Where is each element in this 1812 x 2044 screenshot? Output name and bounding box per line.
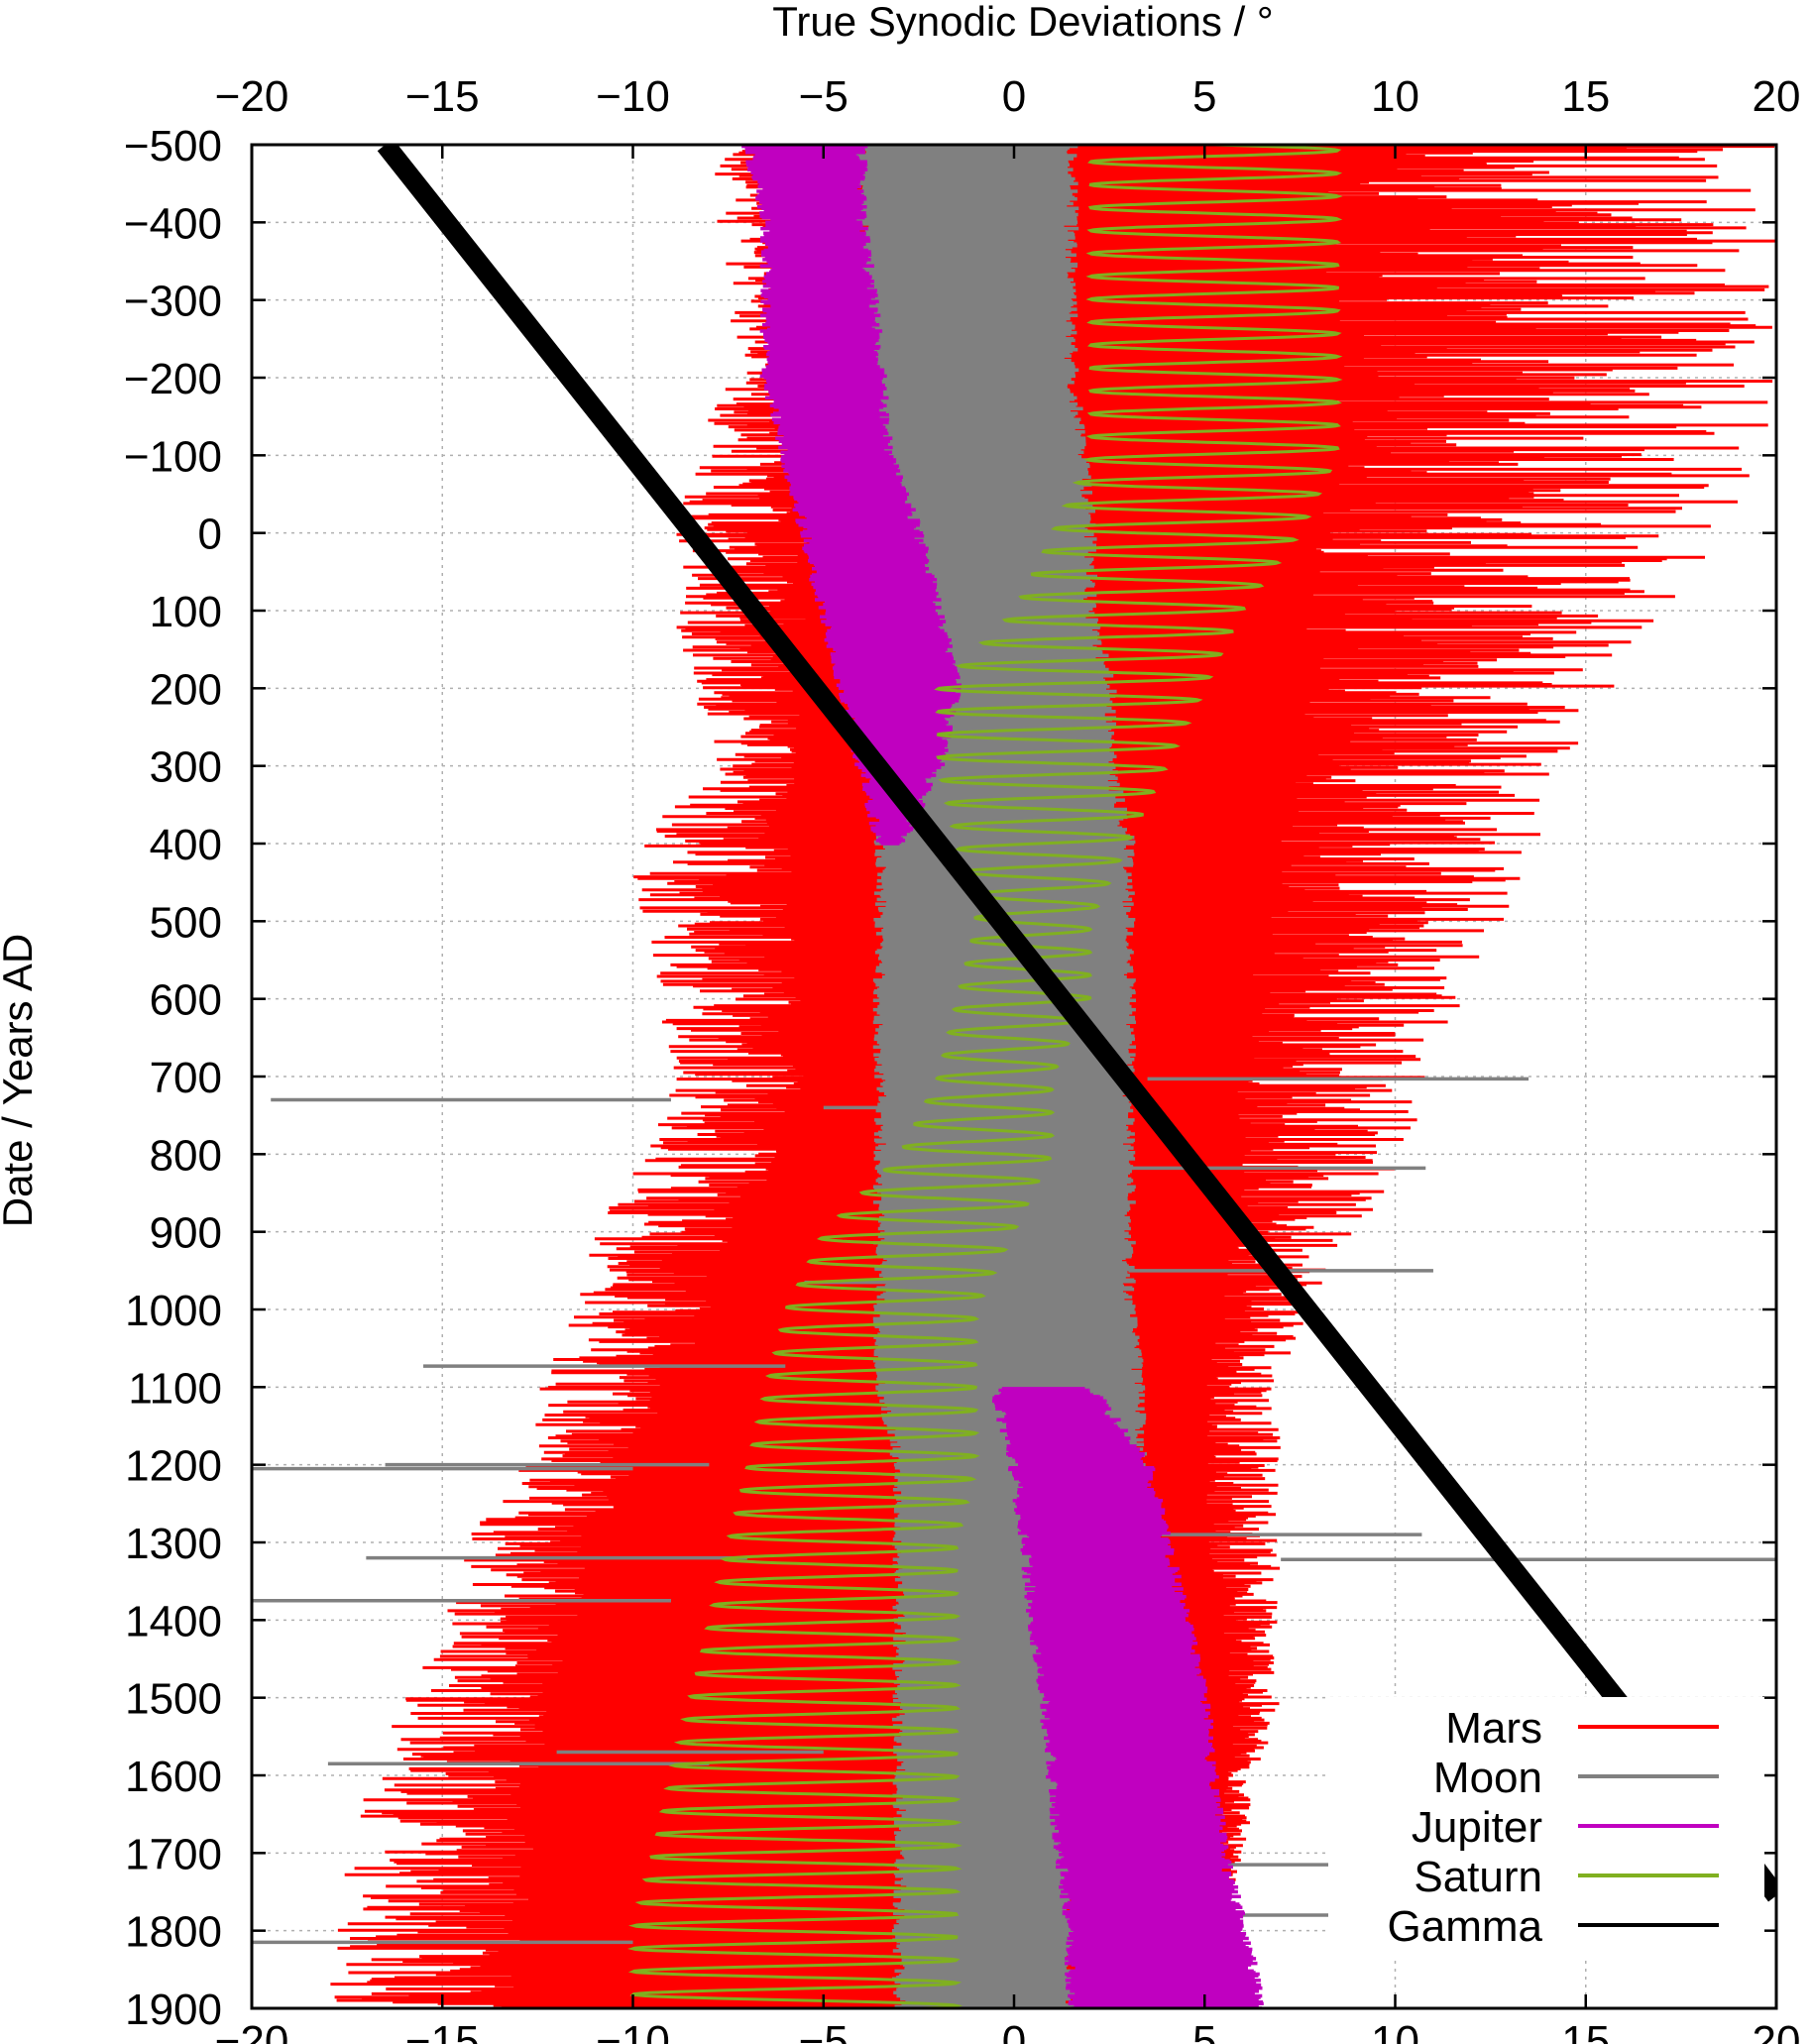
x-tick-label-top: 10 — [1371, 72, 1419, 121]
legend-label-moon: Moon — [1433, 1754, 1542, 1802]
legend-label-mars: Mars — [1445, 1704, 1542, 1753]
y-tick-label: 700 — [150, 1054, 222, 1102]
y-tick-label: 900 — [150, 1209, 222, 1258]
y-tick-label: 500 — [150, 898, 222, 947]
y-tick-label: 1600 — [125, 1753, 222, 1801]
y-tick-label: −300 — [124, 278, 222, 326]
y-tick-label: 200 — [150, 665, 222, 714]
x-tick-label-bottom: −20 — [215, 2017, 289, 2044]
series-jupiter — [741, 145, 1264, 2008]
x-tick-label-top: −10 — [596, 72, 670, 121]
x-tick-label-top: −5 — [799, 72, 849, 121]
x-tick-labels-bottom: −20 −15 −10 −5 0 5 10 15 20 — [215, 2017, 1801, 2044]
legend-label-saturn: Saturn — [1414, 1853, 1542, 1901]
y-tick-label: 1000 — [125, 1287, 222, 1335]
x-tick-label-top: −15 — [405, 72, 480, 121]
x-tick-label-top: 20 — [1753, 72, 1801, 121]
x-tick-label-bottom: −15 — [405, 2017, 480, 2044]
y-tick-label: 1800 — [125, 1908, 222, 1957]
x-axis-title: True Synodic Deviations / ° — [772, 0, 1273, 45]
y-tick-label: 1700 — [125, 1830, 222, 1878]
y-tick-label: 1900 — [125, 1986, 222, 2034]
y-tick-label: 400 — [150, 821, 222, 869]
x-tick-label-bottom: −10 — [596, 2017, 670, 2044]
y-tick-label: 1100 — [128, 1364, 222, 1413]
saturn-line — [626, 145, 1343, 2008]
x-tick-label-bottom: 15 — [1561, 2017, 1610, 2044]
x-tick-label-bottom: 10 — [1371, 2017, 1419, 2044]
x-tick-label-bottom: 5 — [1192, 2017, 1216, 2044]
y-tick-label: −200 — [124, 355, 222, 403]
x-tick-label-bottom: 0 — [1002, 2017, 1026, 2044]
x-tick-label-top: 5 — [1192, 72, 1216, 121]
x-tick-label-top: −20 — [215, 72, 289, 121]
y-tick-label: −100 — [124, 432, 222, 481]
jupiter-band — [741, 145, 1264, 2008]
y-tick-label: 100 — [150, 588, 222, 636]
y-tick-label: 0 — [198, 511, 222, 559]
gamma-line — [377, 145, 1651, 1740]
legend-label-jupiter: Jupiter — [1412, 1803, 1542, 1852]
y-tick-label: 1500 — [125, 1675, 222, 1724]
data-layer — [252, 145, 1776, 2008]
y-axis-title: Date / Years AD — [0, 934, 41, 1228]
y-tick-label: 1200 — [125, 1442, 222, 1491]
x-tick-label-top: 15 — [1561, 72, 1610, 121]
x-tick-label-top: 0 — [1002, 72, 1026, 121]
y-tick-label: −500 — [124, 122, 222, 170]
legend-label-gamma: Gamma — [1388, 1902, 1543, 1951]
plot-frame — [250, 143, 1778, 2010]
y-tick-label: 1300 — [125, 1520, 222, 1568]
y-tick-label: 800 — [150, 1131, 222, 1180]
y-tick-labels: −500 −400 −300 −200 −100 0 100 200 300 400 500 600 7… — [124, 122, 222, 2034]
series-saturn — [626, 145, 1343, 2008]
y-tick-label: 300 — [150, 743, 222, 792]
x-tick-label-bottom: −5 — [799, 2017, 849, 2044]
x-tick-label-bottom: 20 — [1753, 2017, 1801, 2044]
y-tick-label: 600 — [150, 976, 222, 1025]
y-tick-label: −400 — [124, 199, 222, 248]
x-tick-labels-top: −20 −15 −10 −5 0 5 10 15 20 — [215, 72, 1801, 121]
y-tick-label: 1400 — [125, 1597, 222, 1646]
